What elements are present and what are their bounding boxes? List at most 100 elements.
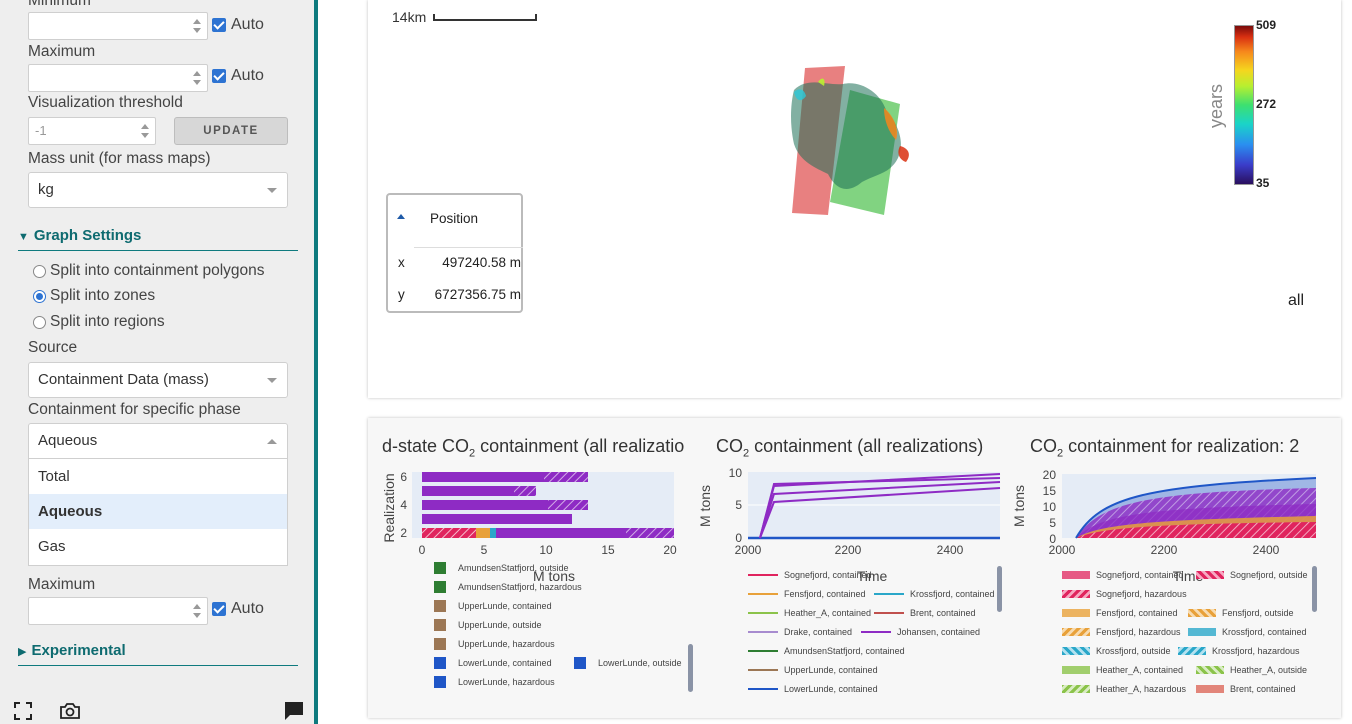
phase-option-aqueous[interactable]: Aqueous — [29, 494, 287, 529]
g1-ytick-4: 4 — [400, 498, 407, 512]
legend-item[interactable]: LowerLunde, hazardous — [434, 676, 555, 688]
legend-item[interactable]: Sognefjord, outside — [1196, 570, 1308, 580]
legend-item[interactable]: Sognefjord, contained — [1062, 570, 1184, 580]
legend-item[interactable]: Fensfjord, outside — [1188, 608, 1294, 618]
radio-split-zones[interactable]: Split into zones — [33, 287, 155, 305]
checkbox-checked-icon — [212, 18, 226, 32]
g3-ytick: 5 — [1049, 516, 1056, 530]
co2-plume-map[interactable] — [788, 62, 918, 222]
legend-item[interactable]: AmundsenStatfjord, outside — [434, 562, 569, 574]
legend-item[interactable]: Krossfjord, outside — [1062, 646, 1171, 656]
threshold-input[interactable]: -1 — [28, 117, 156, 145]
bar-r5 — [422, 486, 514, 496]
source-value: Containment Data (mass) — [38, 371, 209, 388]
legend-item[interactable]: Krossfjord, contained — [1188, 627, 1307, 637]
stepper-icon[interactable] — [193, 18, 201, 34]
legend-item[interactable]: Krossfjord, contained — [874, 589, 995, 599]
legend-item[interactable]: UpperLunde, outside — [434, 619, 542, 631]
stepper-icon[interactable] — [141, 123, 149, 139]
legend-item[interactable]: Heather_A, contained — [748, 608, 871, 618]
graph3-legend: Sognefjord, contained Sognefjord, outsid… — [1062, 570, 1312, 700]
maximum-auto-checkbox[interactable]: Auto — [212, 67, 264, 85]
graphs-panel: d-state CO2 containment (all realizatio … — [368, 418, 1341, 718]
graph1-legend-scrollbar[interactable] — [688, 644, 693, 692]
series-line — [759, 477, 1001, 539]
graph3-legend-scrollbar[interactable] — [1312, 566, 1317, 612]
legend-item[interactable]: UpperLunde, contained — [434, 600, 552, 612]
bar-r2-johansen — [496, 528, 626, 538]
graph-settings-header[interactable]: ▼ Graph Settings — [18, 227, 298, 251]
colorbar-tick-max: 509 — [1256, 18, 1277, 32]
radio-split-regions[interactable]: Split into regions — [33, 313, 165, 331]
x-value: 497240.58 m — [442, 255, 521, 270]
radio-label: Split into zones — [50, 287, 156, 304]
g1-xtick: 15 — [601, 543, 615, 557]
fullscreen-icon[interactable] — [12, 700, 34, 722]
x-label: x — [398, 255, 405, 270]
legend-item[interactable]: AmundsenStatfjord, contained — [748, 646, 905, 656]
stepper-icon[interactable] — [193, 70, 201, 86]
stepper-icon[interactable] — [193, 603, 201, 619]
radio-split-polygons[interactable]: Split into containment polygons — [33, 262, 265, 280]
legend-item[interactable]: Johansen, contained — [861, 627, 980, 637]
legend-item[interactable]: UpperLunde, contained — [748, 665, 878, 675]
g3-ytick: 0 — [1049, 532, 1056, 546]
g1-xtick: 10 — [539, 543, 553, 557]
g2-xtick: 2000 — [735, 543, 762, 557]
legend-item[interactable]: UpperLunde, hazardous — [434, 638, 555, 650]
minimum-input[interactable] — [28, 12, 208, 40]
camera-icon[interactable] — [59, 700, 81, 722]
graph3-area-chart[interactable]: 20 15 10 5 0 2000 2200 2400 Time M tons — [1008, 466, 1328, 586]
maximum2-auto-checkbox[interactable]: Auto — [212, 600, 264, 618]
plume-core — [791, 82, 901, 189]
source-select[interactable]: Containment Data (mass) — [28, 362, 288, 398]
g1-xtick: 20 — [663, 543, 677, 557]
bar-r4 — [422, 500, 548, 510]
legend-item[interactable]: LowerLunde, outside — [574, 657, 682, 669]
maximum-input[interactable] — [28, 64, 208, 92]
graph2-legend-scrollbar[interactable] — [997, 566, 1002, 612]
bar-r2-sognefjord — [422, 528, 476, 538]
legend-item[interactable]: Fensfjord, contained — [1062, 608, 1178, 618]
legend-item[interactable]: Heather_A, outside — [1196, 665, 1307, 675]
legend-item[interactable]: Fensfjord, contained — [748, 589, 866, 599]
bar-r6-outside — [544, 472, 588, 482]
auto-label: Auto — [231, 600, 264, 617]
bar-r2-fensfjord — [476, 528, 490, 538]
collapse-arrow-icon[interactable] — [397, 214, 405, 219]
y-label: y — [398, 287, 405, 302]
legend-item[interactable]: Drake, contained — [748, 627, 852, 637]
phase-option-total[interactable]: Total — [38, 468, 70, 485]
auto-label: Auto — [231, 67, 264, 84]
experimental-header[interactable]: ▶ Experimental — [18, 642, 298, 666]
legend-item[interactable]: LowerLunde, contained — [748, 684, 878, 694]
legend-item[interactable]: Sognefjord, contained — [748, 570, 872, 580]
legend-item[interactable]: Krossfjord, hazardous — [1178, 646, 1300, 656]
legend-item[interactable]: Sognefjord, hazardous — [1062, 589, 1187, 599]
phase-select[interactable]: Aqueous — [28, 423, 288, 459]
bar-r2-outside — [626, 528, 674, 538]
maximum2-input[interactable] — [28, 597, 208, 625]
series-line — [759, 487, 1001, 539]
legend-item[interactable]: LowerLunde, contained — [434, 657, 552, 669]
g1-xtick: 5 — [481, 543, 488, 557]
phase-option-gas[interactable]: Gas — [38, 538, 66, 555]
minimum-auto-checkbox[interactable]: Auto — [212, 16, 264, 34]
graph1-legend: AmundsenStatfjord, outside AmundsenStatf… — [434, 560, 694, 690]
colorbar-title: years — [1206, 83, 1226, 128]
radio-label: Split into containment polygons — [50, 262, 265, 279]
legend-item[interactable]: AmundsenStatfjord, hazardous — [434, 581, 582, 593]
update-button[interactable]: UPDATE — [174, 117, 288, 145]
graph2-line-chart[interactable]: 10 5 0 2000 2200 2400 Time M tons — [694, 466, 1014, 586]
legend-item[interactable]: Fensfjord, hazardous — [1062, 627, 1181, 637]
comment-icon[interactable] — [283, 700, 305, 722]
mass-unit-value: kg — [38, 181, 54, 198]
map-panel[interactable]: 14km Position x 497240.58 m y 6727356.75… — [368, 0, 1341, 398]
mass-unit-select[interactable]: kg — [28, 172, 288, 208]
legend-item[interactable]: Brent, contained — [874, 608, 976, 618]
legend-item[interactable]: Heather_A, hazardous — [1062, 684, 1186, 694]
triangle-down-icon: ▼ — [18, 231, 29, 243]
legend-item[interactable]: Brent, contained — [1196, 684, 1296, 694]
legend-item[interactable]: Heather_A, contained — [1062, 665, 1183, 675]
graph1-bar-chart[interactable]: 6 4 2 0 5 10 15 20 M tons Realization — [378, 466, 698, 586]
